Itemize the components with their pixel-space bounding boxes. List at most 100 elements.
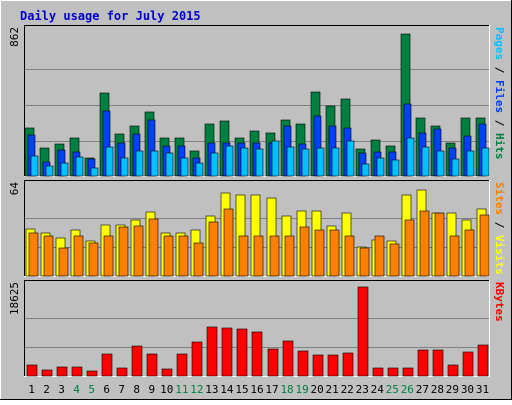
panels: 862 Pages / Files / Hits 64 Sites / Visits 1… — [8, 25, 506, 377]
bar-pages-day-8 — [135, 150, 144, 177]
x-tick-label-day-15: 15 — [235, 383, 248, 396]
legend-part: Pages — [493, 27, 506, 60]
x-tick-label-day-22: 22 — [341, 383, 354, 396]
bar-kbytes-day-20 — [312, 354, 324, 377]
x-tick-label-day-5: 5 — [88, 383, 95, 396]
bar-pages-day-17 — [271, 140, 280, 177]
bar-sites-day-28 — [434, 212, 445, 277]
legend-part: / — [493, 60, 506, 80]
x-tick-label-day-27: 27 — [416, 383, 429, 396]
legend-part: / — [493, 113, 506, 133]
bar-kbytes-day-15 — [236, 328, 248, 377]
bar-pages-day-7 — [120, 157, 129, 177]
bar-kbytes-day-11 — [176, 353, 188, 377]
bar-sites-day-14 — [223, 208, 234, 277]
bar-pages-day-3 — [60, 162, 69, 177]
bar-sites-day-5 — [88, 242, 99, 277]
bar-pages-day-20 — [316, 147, 325, 177]
bar-pages-day-15 — [240, 147, 249, 177]
panel-visits-sites: 64 Sites / Visits — [8, 180, 506, 277]
bar-kbytes-day-26 — [402, 367, 414, 377]
x-tick-label-day-24: 24 — [371, 383, 385, 396]
x-tick-label-day-18: 18 — [280, 383, 293, 396]
x-tick-label-day-13: 13 — [205, 383, 218, 396]
bar-sites-day-16 — [253, 235, 264, 277]
bar-kbytes-day-10 — [161, 368, 173, 377]
x-tick-label-day-14: 14 — [220, 383, 234, 396]
x-tick-label-day-8: 8 — [133, 383, 140, 396]
bar-pages-day-4 — [75, 156, 84, 177]
legend-part: Visits — [493, 235, 506, 275]
bar-pages-day-12 — [195, 162, 204, 177]
bar-pages-day-1 — [30, 155, 39, 177]
bar-sites-day-15 — [238, 235, 249, 277]
bar-pages-day-14 — [225, 145, 234, 177]
x-tick-label-day-30: 30 — [461, 383, 474, 396]
bar-sites-day-25 — [389, 243, 400, 277]
legend-part: Sites — [493, 182, 506, 215]
bar-pages-day-29 — [451, 158, 460, 177]
x-tick-label-day-6: 6 — [103, 383, 110, 396]
bar-kbytes-day-2 — [41, 369, 53, 377]
series-legend-label: KBytes — [493, 282, 506, 322]
bar-kbytes-day-18 — [282, 340, 294, 377]
x-tick-label-day-31: 31 — [476, 383, 489, 396]
bar-pages-day-6 — [105, 146, 114, 177]
bar-sites-day-19 — [299, 226, 310, 277]
x-tick-label-day-3: 3 — [58, 383, 65, 396]
bar-sites-day-23 — [359, 247, 370, 277]
legend-part: Files — [493, 80, 506, 113]
bar-pages-day-19 — [301, 148, 310, 177]
bar-pages-day-2 — [45, 165, 54, 177]
bar-pages-day-11 — [180, 157, 189, 177]
bar-pages-day-16 — [255, 148, 264, 177]
x-tick-label-day-1: 1 — [28, 383, 35, 396]
bar-sites-day-31 — [479, 214, 490, 277]
x-tick-label-day-19: 19 — [295, 383, 308, 396]
bar-kbytes-day-7 — [116, 367, 128, 377]
bar-pages-day-13 — [210, 152, 219, 177]
bar-sites-day-27 — [419, 210, 430, 277]
bar-kbytes-day-1 — [26, 364, 38, 377]
bar-sites-day-7 — [118, 226, 129, 277]
bar-kbytes-day-16 — [251, 331, 263, 377]
bar-sites-day-10 — [163, 235, 174, 277]
bar-sites-day-4 — [73, 235, 84, 277]
bar-sites-day-20 — [314, 229, 325, 277]
x-tick-label-day-2: 2 — [43, 383, 50, 396]
x-tick-label-day-29: 29 — [446, 383, 459, 396]
bar-kbytes-day-9 — [146, 353, 158, 377]
bar-kbytes-day-21 — [327, 354, 339, 377]
bar-kbytes-day-23 — [357, 286, 369, 377]
bar-kbytes-day-13 — [206, 326, 218, 377]
bar-pages-day-21 — [331, 147, 340, 177]
bar-kbytes-day-28 — [432, 349, 444, 377]
bar-sites-day-26 — [404, 219, 415, 277]
bar-sites-day-8 — [133, 225, 144, 277]
y-max-label: 862 — [8, 27, 21, 47]
bar-pages-day-24 — [376, 157, 385, 177]
x-tick-label-day-28: 28 — [431, 383, 444, 396]
bar-pages-day-26 — [406, 137, 415, 177]
x-tick-label-day-16: 16 — [250, 383, 263, 396]
bar-sites-day-24 — [374, 235, 385, 277]
bar-kbytes-day-8 — [131, 345, 143, 377]
bar-sites-day-1 — [28, 232, 39, 277]
bar-pages-day-27 — [421, 146, 430, 177]
legend-part: Hits — [493, 133, 506, 160]
bar-sites-day-13 — [208, 221, 219, 277]
bar-kbytes-day-6 — [101, 353, 113, 377]
bar-sites-day-29 — [449, 235, 460, 277]
bar-kbytes-day-12 — [191, 341, 203, 377]
bar-kbytes-day-17 — [267, 348, 279, 377]
bar-kbytes-day-25 — [387, 367, 399, 377]
bar-sites-day-3 — [58, 247, 69, 277]
bar-pages-day-31 — [481, 147, 490, 177]
bar-kbytes-day-4 — [71, 366, 83, 377]
bar-pages-day-25 — [391, 159, 400, 177]
x-tick-label-day-26: 26 — [401, 383, 414, 396]
bar-sites-day-11 — [178, 235, 189, 277]
bar-kbytes-day-19 — [297, 350, 309, 377]
panel-kbytes: 18625 KBytes — [8, 280, 506, 377]
